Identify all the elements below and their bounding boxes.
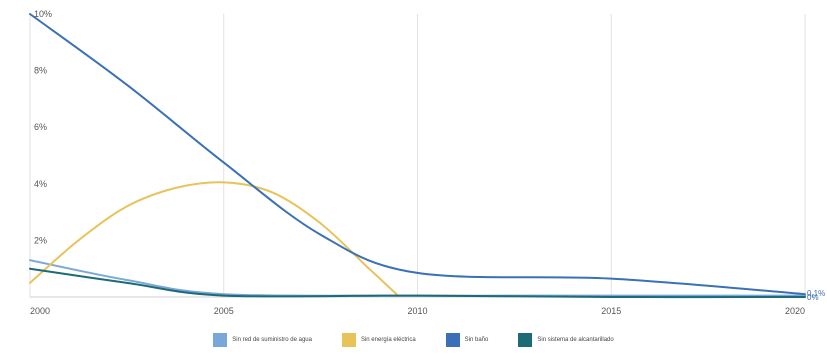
y-tick-label: 2% (34, 235, 47, 245)
legend-label-electricity: Sin energía eléctrica (360, 337, 416, 343)
y-tick-label: 4% (34, 179, 47, 189)
x-tick-label: 2015 (601, 306, 621, 316)
legend-item-bathroom[interactable]: Sin baño (445, 333, 489, 347)
y-tick-label: 8% (34, 66, 47, 76)
legend-swatch-sewer (518, 333, 533, 347)
series-line-2[interactable] (29, 13, 806, 296)
end-labels: 0,1%0% (807, 289, 825, 302)
x-tick-label: 2005 (214, 306, 234, 316)
end-label: 0,1% (807, 289, 825, 298)
legend: Sin red de suministro de agua Sin energí… (0, 330, 827, 350)
legend-label-sewer: Sin sistema de alcantarillado (537, 337, 614, 343)
legend-item-electricity[interactable]: Sin energía eléctrica (341, 333, 416, 347)
legend-swatch-electricity (341, 333, 356, 347)
grid-lines (29, 14, 806, 298)
y-tick-label: 6% (34, 122, 47, 132)
series-line-1[interactable] (29, 181, 400, 297)
y-axis-ticks: 2% 4% 6% 8% 10% (34, 9, 52, 245)
series-line-3[interactable] (29, 267, 806, 299)
legend-item-water[interactable]: Sin red de suministro de agua (213, 333, 312, 347)
x-tick-label: 2000 (30, 306, 50, 316)
legend-label-bathroom: Sin baño (464, 337, 489, 343)
end-label: 0% (807, 293, 819, 302)
y-tick-label: 10% (34, 9, 52, 19)
legend-swatch-water (213, 333, 228, 347)
legend-label-water: Sin red de suministro de agua (232, 337, 312, 343)
legend-item-sewer[interactable]: Sin sistema de alcantarillado (518, 333, 614, 347)
series-lines (29, 13, 806, 299)
legend-swatch-bathroom (445, 333, 460, 347)
x-axis-ticks: 2000 2005 2010 2015 2020 (30, 306, 805, 316)
x-tick-label: 2010 (407, 306, 427, 316)
x-tick-label: 2020 (785, 306, 805, 316)
